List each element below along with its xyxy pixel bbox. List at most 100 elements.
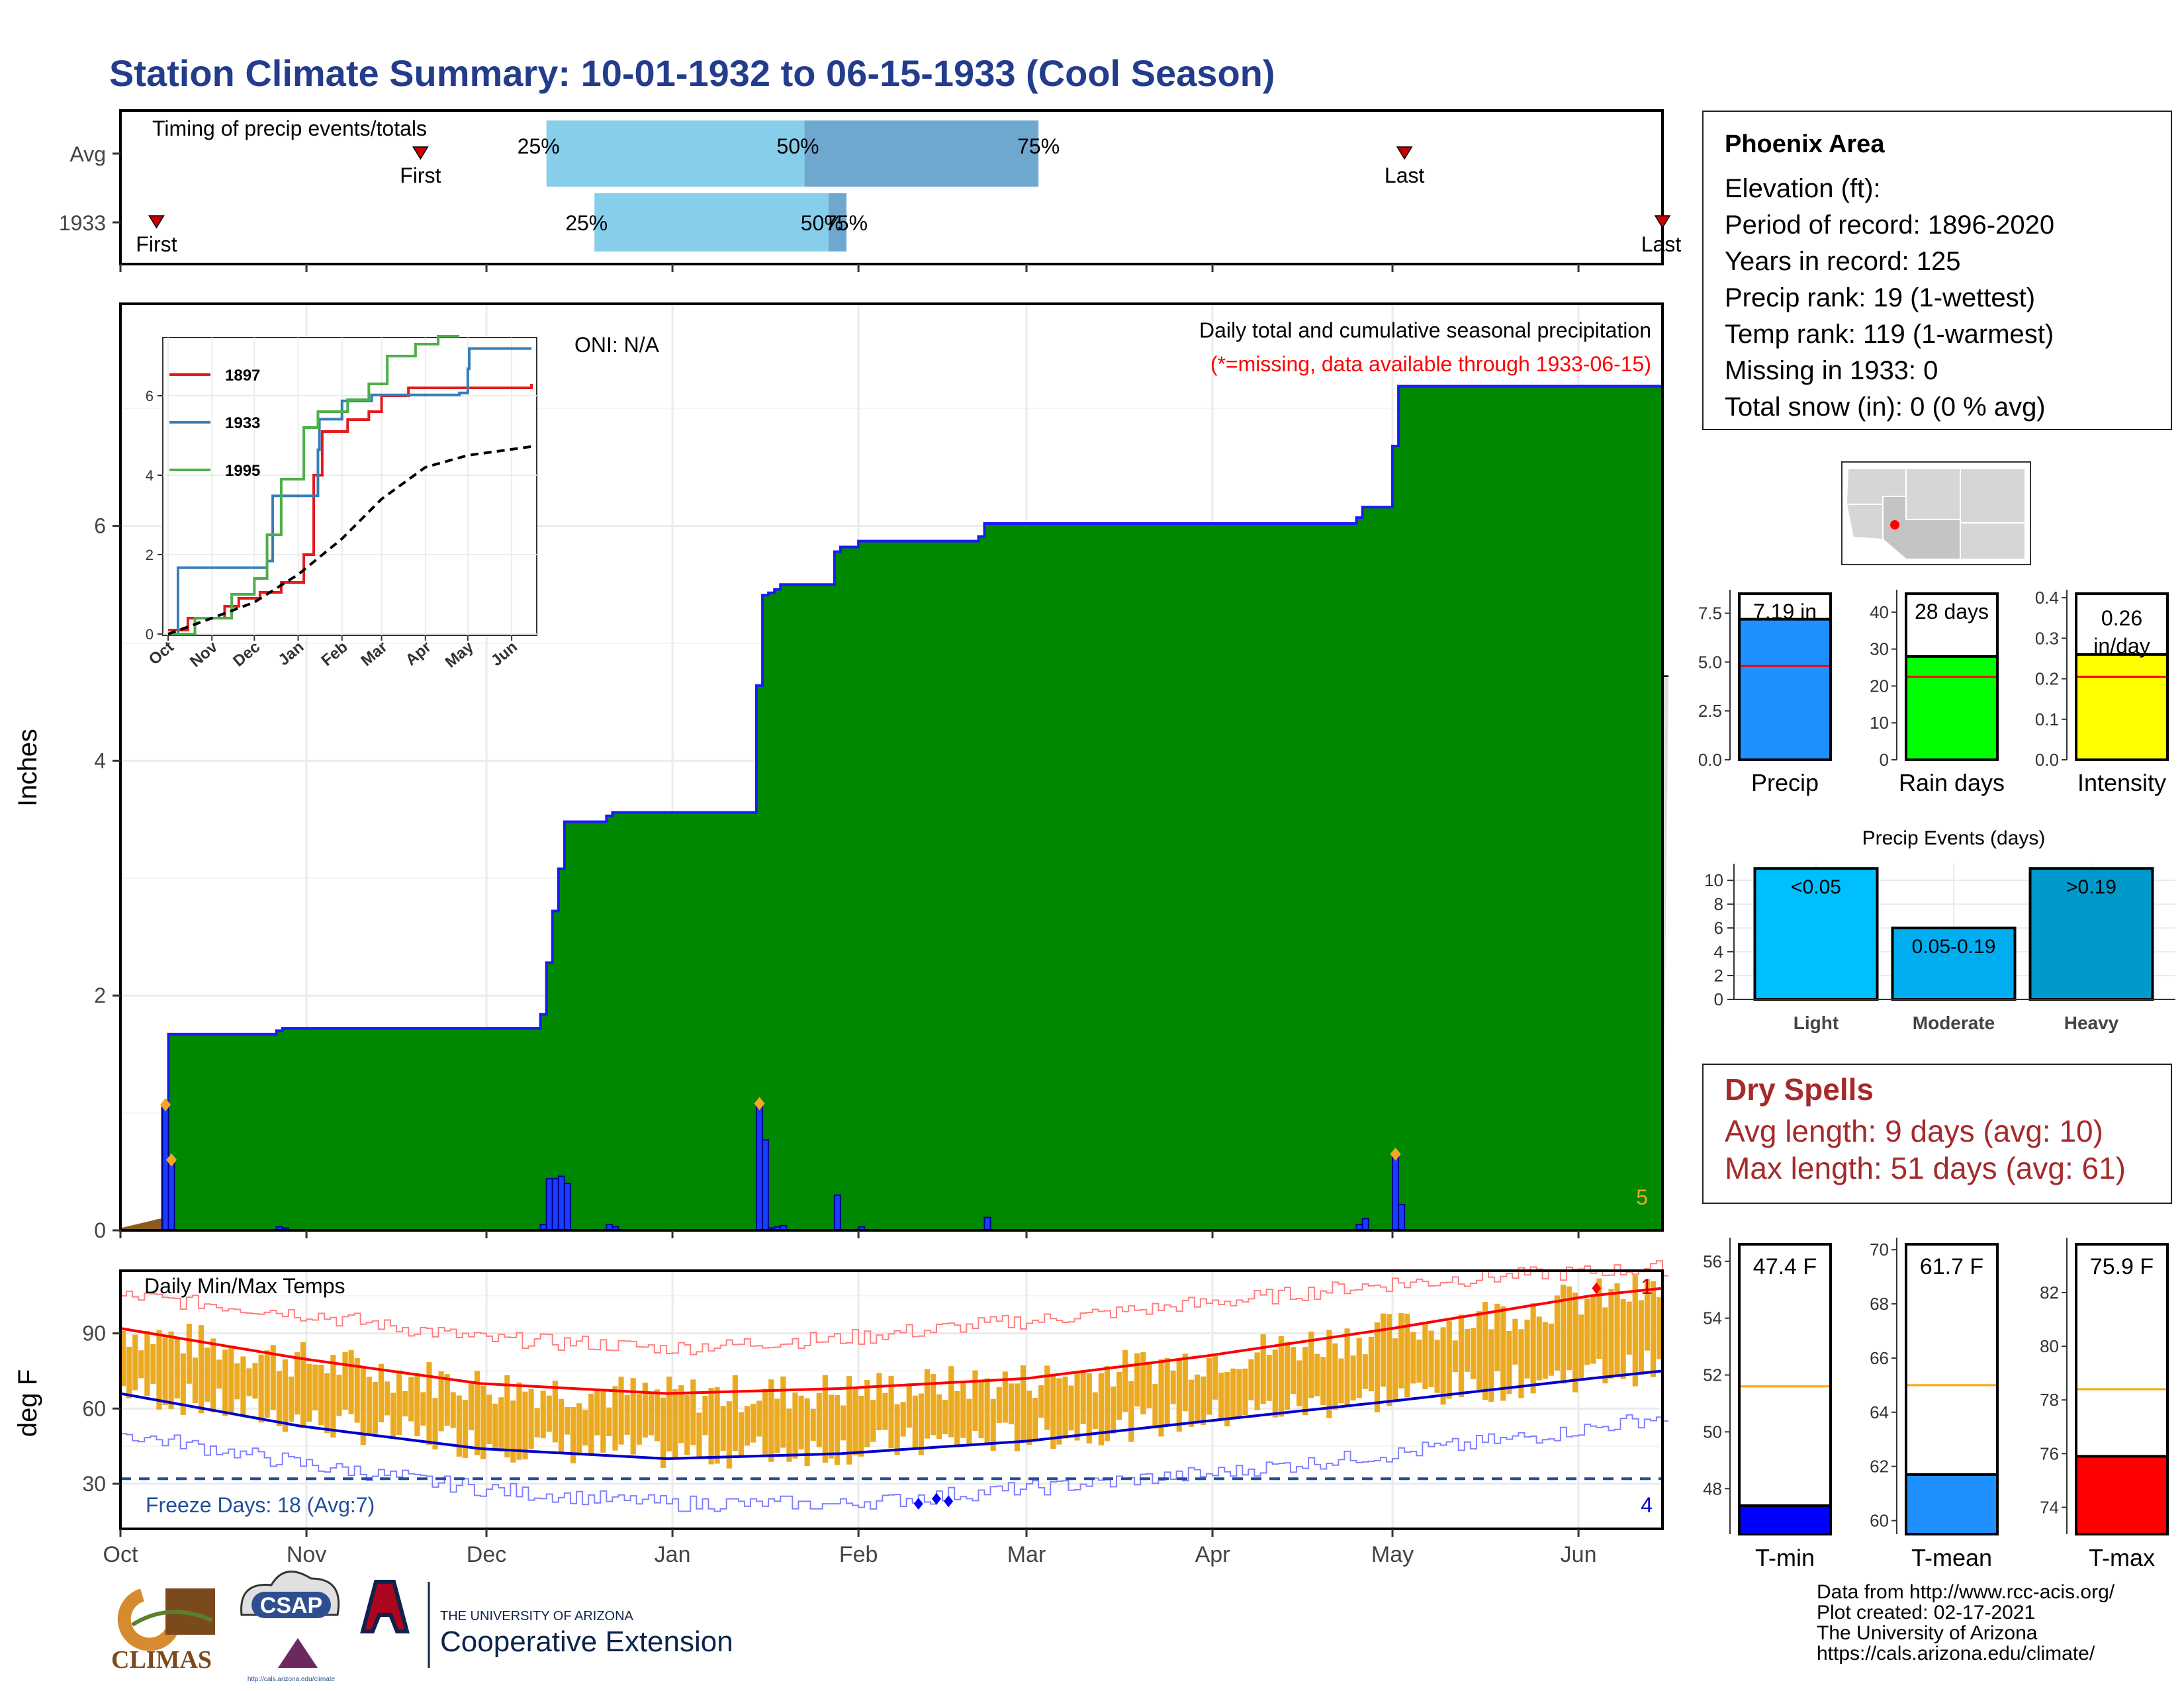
daily-temp-bar (1302, 1347, 1308, 1416)
daily-temp-bar (1188, 1379, 1194, 1427)
daily-temp-bar (354, 1357, 360, 1423)
credit-line: Plot created: 02-17-2021 (1817, 1602, 2036, 1623)
events-y-label: 6 (1714, 918, 1723, 938)
daily-temp-bar (1362, 1354, 1368, 1389)
temp-summary-bar (1739, 1506, 1831, 1534)
daily-temp-bar (1224, 1372, 1230, 1427)
daily-temp-bar (636, 1394, 642, 1445)
daily-temp-bar (468, 1382, 474, 1431)
events-x-label: Light (1794, 1013, 1839, 1033)
record-max-line (120, 1260, 1669, 1355)
daily-temp-bar (1074, 1371, 1080, 1441)
daily-temp-bar (1428, 1330, 1434, 1387)
temp-summary-label: T-mean (1911, 1544, 1992, 1571)
daily-temp-bar (1152, 1384, 1158, 1429)
events-bar (1891, 927, 2017, 1001)
daily-temp-bar (372, 1381, 378, 1434)
daily-temp-bar (864, 1379, 870, 1447)
last-label: Last (1385, 163, 1425, 187)
cumulative-precip-line (120, 385, 1662, 1232)
daily-temp-bar (1218, 1372, 1224, 1420)
credit-line: The University of Arizona (1817, 1622, 2038, 1644)
daily-temp-bar (1620, 1299, 1626, 1379)
daily-temp-bar (246, 1368, 252, 1396)
summary-y-label: 5.0 (1698, 652, 1722, 672)
record-marker (159, 1098, 171, 1112)
daily-temp-bar (666, 1376, 672, 1452)
daily-temp-bar (1062, 1377, 1068, 1439)
temp-summary-value-label: 47.4 F (1753, 1254, 1817, 1279)
temp-summary-value-label: 75.9 F (2090, 1254, 2154, 1279)
summary-bar-label-box (1906, 594, 1997, 657)
summary-y-label: 7.5 (1698, 604, 1722, 623)
daily-temp-bar (1326, 1330, 1332, 1418)
temp-summary-y-label: 68 (1870, 1294, 1889, 1314)
daily-temp-bar (324, 1373, 330, 1434)
ua-big-text: Cooperative Extension (440, 1625, 733, 1658)
daily-temp-bar (744, 1406, 751, 1446)
inset-y-label: 6 (146, 388, 154, 404)
daily-temp-bar (444, 1374, 450, 1426)
summary-bar-outline (1905, 592, 1999, 761)
daily-temp-bar (264, 1350, 270, 1418)
missing-note: (*=missing, data available through 1933-… (1210, 352, 1651, 376)
dry-spells-max: Max length: 51 days (avg: 61) (1725, 1151, 2126, 1185)
record-marker (1390, 1147, 1401, 1161)
daily-temp-bar (690, 1379, 696, 1445)
station-info-line: Missing in 1933: 0 (1725, 356, 1938, 385)
daily-temp-bar (204, 1348, 210, 1402)
daily-temp-bar (1488, 1329, 1494, 1402)
quartile-bar-upper (804, 120, 1039, 187)
summary-y-label: 0 (1880, 750, 1889, 770)
ua-logo: THE UNIVERSITY OF ARIZONA Cooperative Ex… (360, 1580, 733, 1668)
daily-temp-bar (1182, 1353, 1188, 1412)
record-low-marker (944, 1495, 954, 1508)
temp-summary-outline (1905, 1243, 1999, 1535)
record-low-marker (913, 1498, 923, 1510)
summary-y-label: 0.2 (2035, 669, 2059, 689)
daily-temp-bar (1374, 1322, 1380, 1412)
daily-temp-bar (570, 1407, 576, 1464)
daily-temp-bar (1482, 1302, 1488, 1400)
daily-temp-bar (1314, 1353, 1320, 1396)
daily-temp-bar (930, 1374, 936, 1436)
daily-precip-bar (833, 1194, 841, 1232)
daily-temp-bar (132, 1334, 138, 1391)
daily-temp-bar (1656, 1297, 1662, 1359)
daily-temp-bar (1200, 1376, 1206, 1426)
daily-temp-bar (732, 1375, 738, 1451)
daily-temp-bar (750, 1404, 756, 1443)
climas-logo-text: CLIMAS (111, 1646, 212, 1674)
daily-precip-bar (1398, 1203, 1406, 1232)
daily-temp-bar (1632, 1275, 1638, 1387)
daily-temp-bar (1236, 1369, 1242, 1419)
daily-temp-bar (1506, 1330, 1512, 1394)
daily-temp-bar (594, 1390, 600, 1436)
station-info-line: Precip rank: 19 (1-wettest) (1725, 283, 2036, 312)
freeze-label: Freeze Days: 18 (Avg:7) (146, 1493, 375, 1517)
daily-temp-bar (522, 1391, 528, 1460)
y-tick-label: 6 (94, 514, 106, 538)
daily-temp-bar (1128, 1381, 1134, 1442)
x-tick-label: Jan (655, 1542, 691, 1567)
inset-legend-label: 1995 (225, 462, 260, 480)
temp-count-high: 1 (1641, 1275, 1653, 1299)
temp-ylabel: deg F (13, 1369, 42, 1437)
events-y-label: 10 (1704, 870, 1723, 890)
x-tick-label: Feb (839, 1542, 878, 1567)
events-x-label: Heavy (2064, 1013, 2119, 1033)
daily-temp-bar (756, 1400, 762, 1437)
daily-temp-bar (1332, 1343, 1338, 1410)
x-tick-label: Oct (103, 1542, 138, 1567)
daily-temp-bar (1626, 1301, 1632, 1355)
ua-small-text: THE UNIVERSITY OF ARIZONA (440, 1609, 634, 1623)
summary-y-label: 0.1 (2035, 709, 2059, 729)
daily-temp-bar (960, 1381, 966, 1438)
summary-bar-label-box (1739, 594, 1831, 619)
events-y-label: 2 (1714, 966, 1723, 985)
x-tick-label: Dec (467, 1542, 506, 1567)
daily-temp-bar (1422, 1322, 1428, 1389)
daily-precip-bar (1361, 1218, 1369, 1232)
daily-temp-bar (1500, 1306, 1506, 1401)
daily-temp-bar (1608, 1289, 1614, 1379)
